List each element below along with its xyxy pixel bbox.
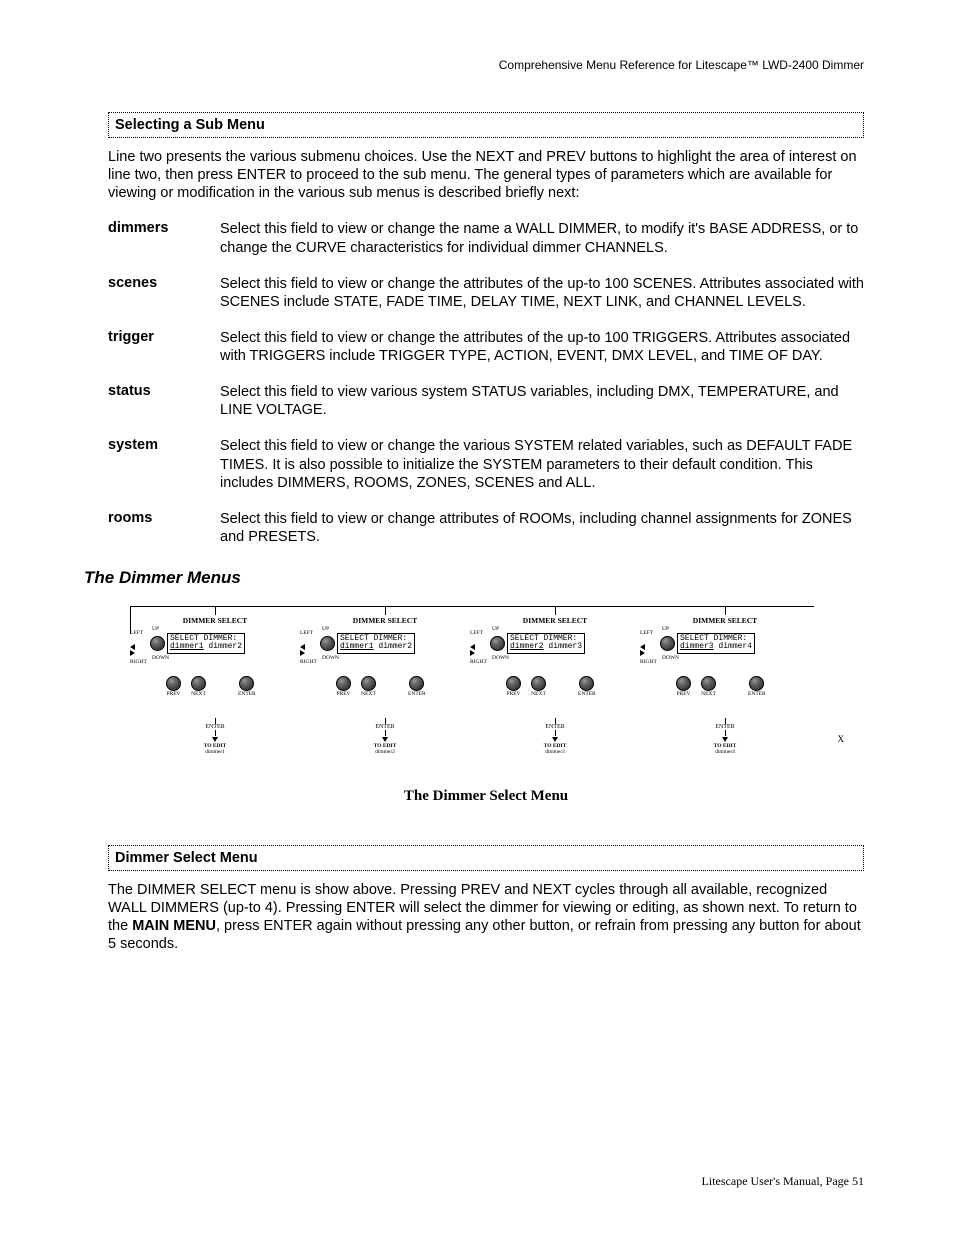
enter-flow: ENTERTO EDITdimmer1 <box>130 718 300 755</box>
up-label: UP <box>662 626 806 632</box>
panel-title: DIMMER SELECT <box>300 616 470 625</box>
lcd-display: SELECT DIMMER: dimmer1 dimmer2 <box>337 633 415 654</box>
def-desc-scenes: Select this field to view or change the … <box>220 275 864 311</box>
def-desc-system: Select this field to view or change the … <box>220 437 864 491</box>
up-label: UP <box>322 626 466 632</box>
bottom-knob-row: PREV NEXT ENTER <box>506 676 596 697</box>
rotary-knob-icon <box>660 636 675 651</box>
def-row: rooms Select this field to view or chang… <box>108 510 864 546</box>
def-desc-rooms: Select this field to view or change attr… <box>220 510 864 546</box>
section-selecting-submenu-title: Selecting a Sub Menu <box>108 112 864 138</box>
next-label: NEXT <box>191 691 206 697</box>
diagram-panel-2: DIMMER SELECT LEFTRIGHT UPSELECT DIMMER: d… <box>300 606 470 776</box>
rotary-knob-icon <box>320 636 335 651</box>
next-label: NEXT <box>361 691 376 697</box>
knob-icon <box>676 676 691 691</box>
enter-flow: ENTERTO EDITdimmer2 <box>300 718 470 755</box>
def-row: system Select this field to view or chan… <box>108 437 864 491</box>
bottom-knob-row: PREV NEXT ENTER <box>676 676 766 697</box>
enter-label: ENTER <box>748 691 766 697</box>
def-term-rooms: rooms <box>108 510 220 546</box>
panel-title: DIMMER SELECT <box>640 616 810 625</box>
panel-left-arrows: LEFTRIGHT <box>470 630 484 673</box>
diagram-panel-1: DIMMER SELECT LEFTRIGHT UPSELECT DIMMER: d… <box>130 606 300 776</box>
panel-title: DIMMER SELECT <box>130 616 300 625</box>
down-label: DOWN <box>662 655 806 661</box>
def-row: trigger Select this field to view or cha… <box>108 329 864 365</box>
knob-icon <box>409 676 424 691</box>
dimmer-select-paragraph: The DIMMER SELECT menu is show above. Pr… <box>108 881 864 954</box>
rotary-knob-icon <box>150 636 165 651</box>
def-term-scenes: scenes <box>108 275 220 311</box>
def-row: status Select this field to view various… <box>108 383 864 419</box>
knob-icon <box>531 676 546 691</box>
prev-label: PREV <box>336 691 350 697</box>
enter-label: ENTER <box>578 691 596 697</box>
knob-icon <box>336 676 351 691</box>
panel-left-arrows: LEFTRIGHT <box>300 630 314 673</box>
prev-label: PREV <box>506 691 520 697</box>
def-term-status: status <box>108 383 220 419</box>
section-dimmer-menus-title: The Dimmer Menus <box>84 568 864 588</box>
dimmer-select-diagram: DIMMER SELECTLEFTRIGHTUPSELECT DIMMER: d… <box>130 606 864 778</box>
knob-icon <box>506 676 521 691</box>
enter-label: ENTER <box>408 691 426 697</box>
knob-icon <box>361 676 376 691</box>
intro-paragraph: Line two presents the various submenu ch… <box>108 148 864 202</box>
page-header: Comprehensive Menu Reference for Litesca… <box>108 58 864 72</box>
page-footer: Litescape User's Manual, Page 51 <box>108 1174 864 1189</box>
def-row: scenes Select this field to view or chan… <box>108 275 864 311</box>
rotary-knob-icon <box>490 636 505 651</box>
knob-icon <box>701 676 716 691</box>
panel-left-arrows: LEFTRIGHT <box>640 630 654 673</box>
lcd-display: SELECT DIMMER: dimmer2 dimmer3 <box>507 633 585 654</box>
diagram-panel-4: DIMMER SELECT LEFTRIGHT UPSELECT DIMMER: d… <box>640 606 810 776</box>
bottom-knob-row: PREV NEXT ENTER <box>336 676 426 697</box>
knob-icon <box>239 676 254 691</box>
def-desc-dimmers: Select this field to view or change the … <box>220 220 864 256</box>
definition-list: dimmers Select this field to view or cha… <box>108 220 864 546</box>
def-desc-status: Select this field to view various system… <box>220 383 864 419</box>
down-label: DOWN <box>492 655 636 661</box>
panel-title: DIMMER SELECT <box>470 616 640 625</box>
section-dimmer-select-title: Dimmer Select Menu <box>108 845 864 871</box>
lcd-display: SELECT DIMMER: dimmer1 dimmer2 <box>167 633 245 654</box>
panel-left-arrows: LEFTRIGHT <box>130 630 144 673</box>
enter-flow: ENTERTO EDITdimmer4 <box>640 718 810 755</box>
def-term-system: system <box>108 437 220 491</box>
x-mark: X <box>838 734 845 744</box>
up-label: UP <box>152 626 296 632</box>
knob-icon <box>579 676 594 691</box>
knob-icon <box>191 676 206 691</box>
lcd-display: SELECT DIMMER: dimmer3 dimmer4 <box>677 633 755 654</box>
next-label: NEXT <box>701 691 716 697</box>
def-desc-trigger: Select this field to view or change the … <box>220 329 864 365</box>
down-label: DOWN <box>152 655 296 661</box>
prev-label: PREV <box>166 691 180 697</box>
def-row: dimmers Select this field to view or cha… <box>108 220 864 256</box>
def-term-dimmers: dimmers <box>108 220 220 256</box>
bottom-knob-row: PREV NEXT ENTER <box>166 676 256 697</box>
next-label: NEXT <box>531 691 546 697</box>
enter-flow: ENTERTO EDITdimmer3 <box>470 718 640 755</box>
knob-icon <box>166 676 181 691</box>
up-label: UP <box>492 626 636 632</box>
knob-icon <box>749 676 764 691</box>
diagram-caption: The Dimmer Select Menu <box>108 788 864 805</box>
body-text-post: , press ENTER again without pressing any… <box>108 918 861 952</box>
diagram-panel-3: DIMMER SELECT LEFTRIGHT UPSELECT DIMMER: d… <box>470 606 640 776</box>
enter-label: ENTER <box>238 691 256 697</box>
prev-label: PREV <box>676 691 690 697</box>
down-label: DOWN <box>322 655 466 661</box>
body-text-bold: MAIN MENU <box>132 918 216 934</box>
def-term-trigger: trigger <box>108 329 220 365</box>
